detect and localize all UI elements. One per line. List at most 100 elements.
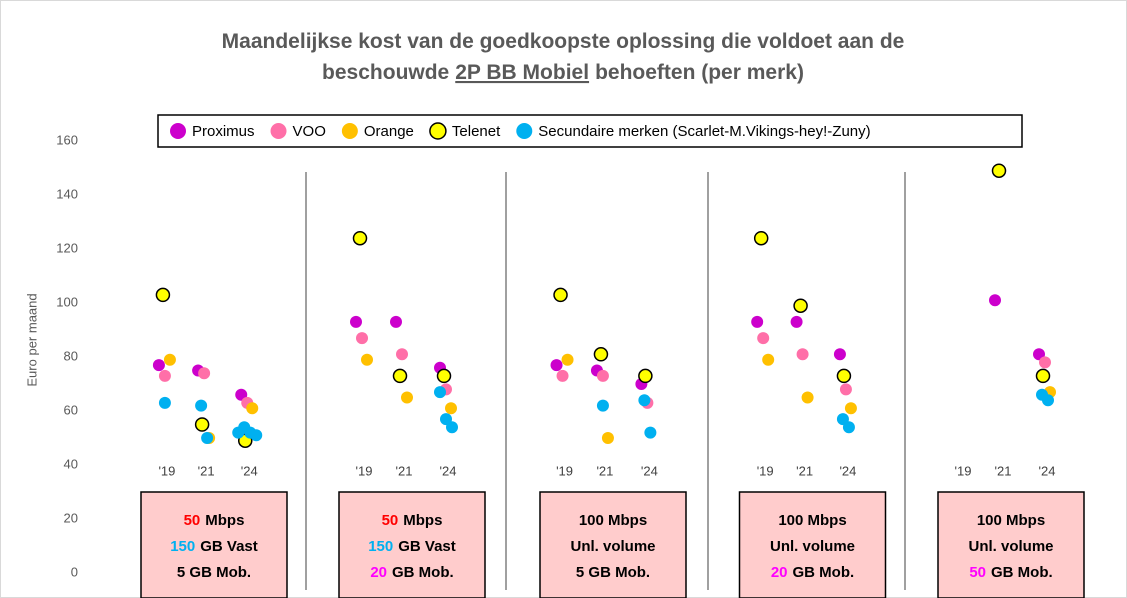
x-tick-label: '19 <box>158 463 175 478</box>
y-tick-label: 20 <box>64 510 78 525</box>
legend-marker <box>429 122 447 140</box>
spec-text: 100 Mbps <box>778 512 846 529</box>
spec-text: 100 Mbps <box>579 512 647 529</box>
data-point <box>434 386 446 399</box>
data-point <box>1042 394 1054 407</box>
data-point <box>195 399 208 412</box>
legend-label: VOO <box>293 123 326 140</box>
data-point <box>446 421 458 434</box>
y-tick-label: 120 <box>56 240 78 255</box>
data-point <box>842 421 855 434</box>
data-point <box>644 426 657 439</box>
spec-highlight: 50 <box>382 512 399 529</box>
data-point <box>751 315 764 328</box>
data-point <box>361 353 373 366</box>
spec-highlight: 20 <box>771 564 788 581</box>
data-point <box>556 369 569 382</box>
data-point <box>790 315 803 328</box>
legend-label: Telenet <box>452 123 501 140</box>
spec-highlight: 50 <box>969 564 986 581</box>
x-tick-label: '24 <box>440 463 457 478</box>
x-tick-label: '19 <box>955 463 972 478</box>
spec-text: Mbps <box>205 512 244 529</box>
x-tick-label: '21 <box>396 463 413 478</box>
spec-text: GB Mob. <box>793 564 855 581</box>
data-point <box>801 391 814 404</box>
spec-line: 50 Mbps <box>184 512 245 529</box>
y-tick-label: 80 <box>64 348 78 363</box>
data-point <box>638 368 653 384</box>
spec-box <box>338 491 486 598</box>
data-point <box>194 417 210 432</box>
data-point <box>158 369 171 382</box>
data-point <box>352 230 368 246</box>
x-tick-label: '24 <box>1039 463 1056 478</box>
data-point <box>844 402 857 415</box>
data-point <box>392 368 408 384</box>
data-point <box>356 332 368 345</box>
data-point <box>445 402 457 415</box>
data-point <box>436 368 452 384</box>
data-point <box>762 353 775 366</box>
data-point <box>401 391 413 404</box>
data-point <box>596 399 609 412</box>
data-point <box>839 383 852 396</box>
spec-line: 5 GB Mob. <box>177 564 251 581</box>
y-tick-label: 40 <box>64 456 78 471</box>
x-tick-label: '19 <box>356 463 373 478</box>
data-point <box>246 402 259 415</box>
spec-text: Unl. volume <box>770 538 855 555</box>
data-point <box>1035 368 1051 384</box>
data-point <box>155 287 171 303</box>
title-part: Maandelijkse kost van de goedkoopste opl… <box>222 30 905 53</box>
spec-text: GB Vast <box>398 538 456 555</box>
x-tick-label: '24 <box>241 463 258 478</box>
spec-line: 20 GB Mob. <box>370 564 453 581</box>
spec-box <box>937 491 1085 598</box>
y-tick-label: 140 <box>56 186 78 201</box>
legend-marker <box>341 123 358 139</box>
data-point <box>152 359 165 372</box>
spec-line: Unl. volume <box>570 538 655 555</box>
data-point <box>601 432 614 444</box>
data-point <box>390 315 402 328</box>
spec-text: 100 Mbps <box>977 512 1045 529</box>
data-point <box>796 348 809 361</box>
spec-line: Unl. volume <box>968 538 1053 555</box>
spec-text: 5 GB Mob. <box>576 564 650 581</box>
chart-title: beschouwde 2P BB Mobiel behoeften (per mer… <box>322 61 804 84</box>
spec-box <box>738 491 887 598</box>
data-point <box>793 298 808 313</box>
spec-text: Unl. volume <box>570 538 655 555</box>
x-tick-label: '19 <box>757 463 774 478</box>
x-tick-label: '19 <box>556 463 573 478</box>
spec-text: Unl. volume <box>968 538 1053 555</box>
spec-text: Mbps <box>403 512 442 529</box>
y-axis-label: Euro per maand <box>24 293 39 386</box>
x-tick-label: '21 <box>995 463 1012 478</box>
title-part: beschouwde <box>322 61 449 84</box>
y-tick-label: 0 <box>71 564 78 579</box>
x-tick-label: '21 <box>796 463 813 478</box>
legend-box <box>157 114 1023 148</box>
legend-label: Proximus <box>192 123 255 140</box>
spec-line: 5 GB Mob. <box>576 564 650 581</box>
x-tick-label: '24 <box>641 463 658 478</box>
legend-label: Secundaire merken (Scarlet-M.Vikings-hey… <box>538 123 870 140</box>
spec-line: 100 Mbps <box>579 512 647 529</box>
data-point <box>757 332 770 345</box>
data-point <box>638 394 651 407</box>
spec-text: GB Mob. <box>392 564 454 581</box>
data-point <box>593 347 609 362</box>
spec-line: 20 GB Mob. <box>771 564 854 581</box>
data-point <box>561 353 574 366</box>
title-part: 2P BB Mobiel <box>455 61 589 84</box>
data-point <box>250 429 263 442</box>
legend-marker <box>270 123 287 139</box>
data-point <box>833 348 846 361</box>
x-tick-label: '21 <box>596 463 613 478</box>
spec-line: 100 Mbps <box>977 512 1045 529</box>
y-tick-label: 100 <box>56 294 78 309</box>
data-point <box>350 315 362 328</box>
